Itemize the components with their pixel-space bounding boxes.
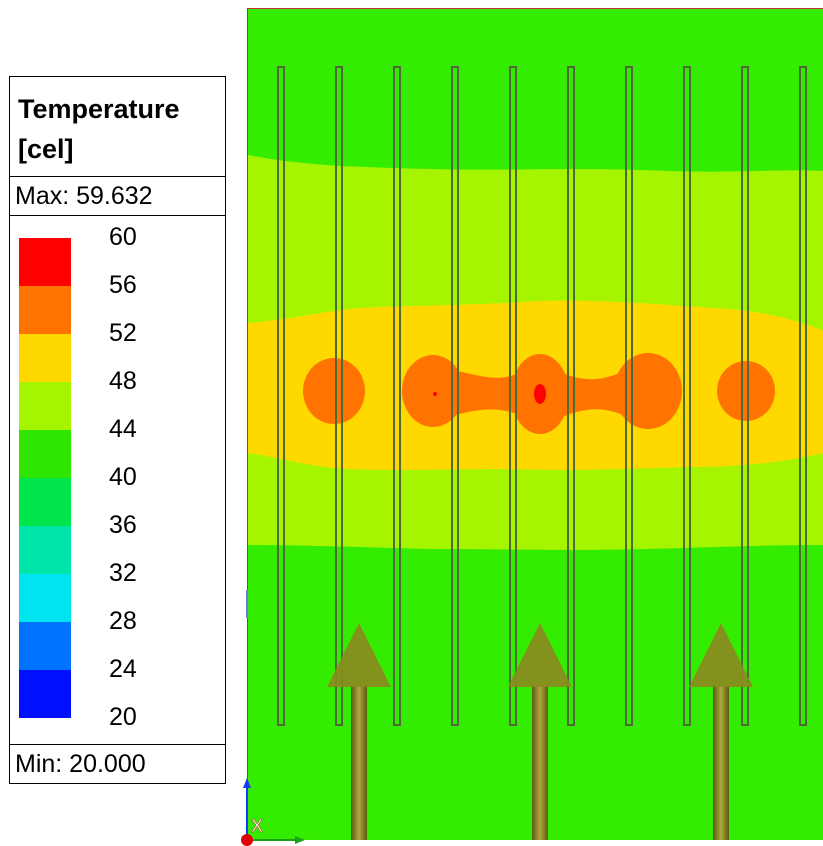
z-axis-arrowhead — [243, 778, 251, 788]
airflow-arrow-shaft — [351, 685, 367, 840]
legend-tick-label: 20 — [109, 703, 137, 731]
simulation-viewport[interactable] — [247, 8, 823, 840]
legend-swatch — [19, 286, 71, 334]
heat-sink-fin — [799, 66, 807, 726]
legend-tick-label: 52 — [109, 319, 137, 347]
heat-sink-fin — [625, 66, 633, 726]
legend-tick-label: 24 — [109, 655, 137, 683]
legend-tick-label: 60 — [109, 223, 137, 251]
legend-tick-label: 40 — [109, 463, 137, 491]
heat-sink-fin — [509, 66, 517, 726]
origin-marker — [241, 834, 253, 846]
airflow-arrow-head — [689, 623, 753, 687]
heat-sink-fin — [277, 66, 285, 726]
heat-sink-fins — [277, 66, 807, 726]
temperature-contour-plot — [248, 9, 823, 840]
x-axis-arrowhead — [295, 836, 305, 844]
heat-sink-fin — [393, 66, 401, 726]
airflow-arrow-shaft — [713, 685, 729, 840]
airflow-arrow — [327, 623, 391, 840]
legend-min-value: Min: 20.000 — [9, 745, 226, 784]
legend-tick-label: 56 — [109, 271, 137, 299]
legend-swatch — [19, 382, 71, 430]
legend-swatch — [19, 478, 71, 526]
airflow-arrow — [508, 623, 572, 840]
legend-swatch — [19, 574, 71, 622]
legend-tick-label: 32 — [109, 559, 137, 587]
legend-swatch — [19, 526, 71, 574]
legend-tick-label: 36 — [109, 511, 137, 539]
legend-swatch — [19, 430, 71, 478]
contour-band-56-60 — [433, 384, 546, 404]
legend-tick-label: 28 — [109, 607, 137, 635]
temperature-legend: Temperature [cel] Max: 59.632 60 56 52 48 44… — [9, 76, 226, 784]
airflow-arrow — [689, 623, 753, 840]
legend-color-scale: 60 56 52 48 44 40 36 32 28 24 20 — [9, 216, 226, 745]
legend-tick-label: 44 — [109, 415, 137, 443]
airflow-arrow-head — [508, 623, 572, 687]
legend-swatch — [19, 622, 71, 670]
legend-max-value: Max: 59.632 — [9, 177, 226, 216]
legend-swatch — [19, 238, 71, 286]
airflow-arrow-shaft — [532, 685, 548, 840]
airflow-arrows — [327, 623, 753, 840]
heat-sink-fin — [683, 66, 691, 726]
heat-sink-fin — [567, 66, 575, 726]
legend-title-unit: [cel] — [18, 134, 74, 164]
heat-sink-fin — [451, 66, 459, 726]
heat-sink-fin — [741, 66, 749, 726]
legend-title-quantity: Temperature — [18, 94, 180, 124]
axis-x-label: X — [251, 816, 263, 836]
legend-swatch — [19, 334, 71, 382]
airflow-arrow-head — [327, 623, 391, 687]
heat-sink-fin — [335, 66, 343, 726]
legend-swatch — [19, 670, 71, 718]
axis-triad: X — [241, 590, 305, 846]
legend-tick-label: 48 — [109, 367, 137, 395]
legend-title: Temperature [cel] — [9, 76, 226, 177]
